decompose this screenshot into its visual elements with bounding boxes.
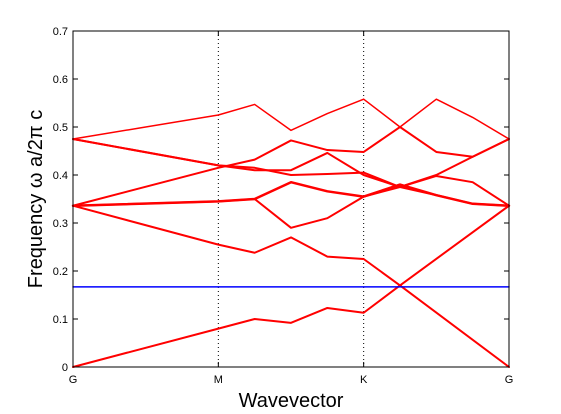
x-axis-label: Wavevector <box>239 390 344 412</box>
y-axis-label: Frequency ω a/2π c <box>25 110 47 288</box>
band-line-8 <box>72 98 510 140</box>
x-tick-label: M <box>214 374 223 386</box>
axes-frame <box>72 30 510 368</box>
band-line-7 <box>72 138 510 207</box>
ticks: G M K G00.10.20.30.40.50.60.7 <box>53 26 514 386</box>
y-tick-label: 0.2 <box>53 266 68 278</box>
band-line-2 <box>72 204 510 287</box>
band-line-5 <box>72 126 510 207</box>
y-tick-label: 0.6 <box>53 74 68 86</box>
x-tick-label: K <box>360 374 368 386</box>
band-line-1 <box>72 284 510 368</box>
x-tick-label: G <box>505 374 514 386</box>
y-tick-label: 0.1 <box>53 314 68 326</box>
plot-area <box>73 31 509 367</box>
y-tick-label: 0.5 <box>53 122 68 134</box>
band-line-6 <box>72 138 510 188</box>
y-tick-label: 0.7 <box>53 26 68 38</box>
series-group <box>71 98 511 368</box>
y-tick-label: 0 <box>62 362 68 374</box>
x-tick-label: G <box>69 374 78 386</box>
y-tick-label: 0.3 <box>53 218 68 230</box>
y-tick-label: 0.4 <box>53 170 68 182</box>
